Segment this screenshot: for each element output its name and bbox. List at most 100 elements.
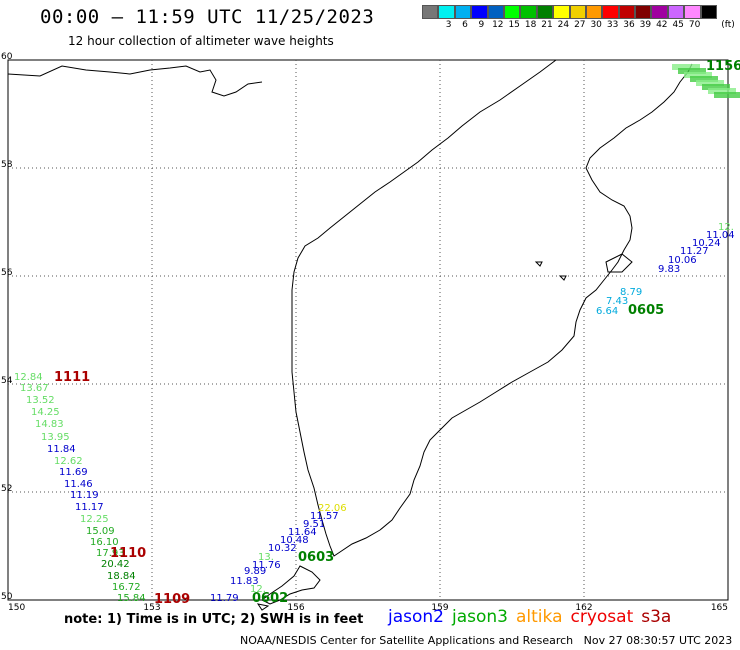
color-scale-cell (684, 5, 701, 19)
overlapping-values-cluster (672, 64, 740, 98)
color-scale-label: 15 (508, 20, 520, 30)
pass-time-label: 1111 (54, 370, 90, 385)
pass-time-label: 0603 (298, 550, 334, 565)
color-scale-unit: (ft) (721, 20, 735, 30)
color-scale-label: 24 (557, 20, 570, 30)
color-scale-cell (520, 5, 537, 19)
overlapping-value-mark (690, 76, 718, 82)
wave-height-value: 11.83 (230, 576, 259, 587)
color-scale-cell (438, 5, 455, 19)
color-scale-label: 45 (672, 20, 684, 30)
map-subtitle: 12 hour collection of altimeter wave hei… (68, 34, 334, 48)
coastline (7, 59, 693, 611)
wave-height-value: 11.46 (64, 479, 93, 490)
latitude-tick-label: 50 (1, 592, 13, 602)
color-scale-cell (536, 5, 554, 19)
color-scale-label: 27 (574, 20, 586, 30)
overlapping-value-mark (678, 68, 706, 74)
wave-height-value: 11.79 (210, 593, 239, 604)
karaginsky-island (605, 253, 633, 273)
wave-height-value: 12. (718, 222, 734, 233)
wave-height-value: 11.69 (59, 467, 88, 478)
longitude-tick-label: 153 (143, 603, 160, 613)
color-scale-cell (585, 5, 603, 19)
color-scale-cell (487, 5, 504, 19)
overlapping-value-mark (696, 80, 724, 86)
satellite-legend-item: jason2 (388, 607, 444, 627)
color-scale-label: 70 (688, 20, 701, 30)
lat-lon-grid (7, 59, 729, 601)
longitude-tick-label: 162 (575, 603, 592, 613)
satellite-legend-item: altika (516, 607, 563, 627)
satellite-legend: jason2 jason3 altika cryosat s3a (388, 607, 679, 627)
color-scale-cell (618, 5, 636, 19)
wave-height-value: 6.64 (596, 306, 618, 317)
latitude-tick-label: 60 (1, 52, 13, 62)
pass-time-labels: 1111 1110 1109 0603 0602 0605 1156 (54, 59, 740, 607)
wave-height-value: 22.06 (318, 503, 347, 514)
axis-tick-labels: 150 153 156 159 162 165 60 58 56 54 52 50 (1, 52, 728, 613)
color-scale-cell (569, 5, 586, 19)
color-scale-cells (422, 5, 718, 19)
wave-height-value: 7.43 (606, 296, 628, 307)
wave-height-value: 11.27 (680, 246, 709, 257)
pass-time-label: 1156 (706, 59, 740, 74)
longitude-tick-label: 150 (8, 603, 25, 613)
color-scale-label: 21 (541, 20, 553, 30)
color-scale-label: 18 (524, 20, 537, 30)
map-frame (7, 59, 729, 601)
wave-height-value: 16.72 (112, 582, 141, 593)
wave-height-value: 13. (258, 552, 274, 563)
color-scale-label: 36 (623, 20, 635, 30)
map-title: 00:00 — 11:59 UTC 11/25/2023 (40, 6, 375, 28)
color-scale-cell (700, 5, 718, 19)
wave-height-value: 13.95 (41, 432, 70, 443)
color-scale-label: 9 (478, 20, 485, 30)
latitude-tick-label: 54 (1, 376, 13, 386)
wave-height-value: 12.25 (80, 514, 109, 525)
color-scale-cell (422, 5, 439, 19)
wave-height-value: 11.64 (288, 527, 317, 538)
wave-height-value: 17.93 (96, 548, 125, 559)
small-island-2 (534, 261, 543, 267)
wave-height-value: 11.04 (706, 230, 735, 241)
overlapping-value-mark (708, 88, 736, 94)
color-scale-label: 3 (445, 20, 452, 30)
color-scale-labels: (ft) 3 6 9 12 15 18 21 24 27 30 33 36 39 42 45 70 (422, 19, 735, 31)
satellite-legend-item: jason3 (452, 607, 508, 627)
wave-height-value: 9.51 (303, 519, 325, 530)
color-scale-cell (651, 5, 668, 19)
pass-time-label: 0602 (252, 591, 288, 606)
wave-height-value: 12.84 (14, 372, 43, 383)
wave-height-value: 16.10 (90, 537, 119, 548)
pass-time-label: 0605 (628, 303, 664, 318)
small-island-1 (256, 603, 270, 611)
wave-height-value: 10.06 (668, 255, 697, 266)
overlapping-value-mark (684, 72, 712, 78)
pass-time-label: 1110 (110, 546, 146, 561)
latitude-tick-label: 58 (1, 160, 13, 170)
pass-time-label: 1109 (154, 592, 190, 607)
wave-height-value: 9.89 (244, 566, 266, 577)
satellite-legend-item: s3a (641, 607, 672, 627)
wave-height-value: 12. (250, 584, 266, 595)
satellite-legend-item: cryosat (570, 607, 634, 627)
longitude-tick-label: 156 (287, 603, 304, 613)
wave-height-value: 14.25 (31, 407, 60, 418)
wave-height-value: 11.76 (252, 560, 281, 571)
wave-height-value: 18.84 (107, 571, 136, 582)
color-scale-label: 33 (606, 20, 619, 30)
wave-height-value: 8.79 (620, 287, 642, 298)
kuril-islands (261, 565, 321, 605)
color-scale-cell (635, 5, 652, 19)
color-scale-label: 30 (590, 20, 602, 30)
wave-height-value: 11.84 (47, 444, 76, 455)
color-scale-cell (471, 5, 488, 19)
footer-credit: NOAA/NESDIS Center for Satellite Applica… (240, 634, 733, 647)
wave-height-value: 15.84 (117, 593, 146, 604)
wave-height-value: 13.67 (20, 383, 49, 394)
small-island-3 (558, 275, 567, 281)
color-scale-cell (553, 5, 570, 19)
wave-height-value: 9.83 (658, 264, 680, 275)
